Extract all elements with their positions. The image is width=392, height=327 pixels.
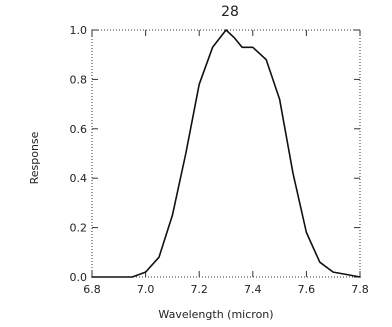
y-tick-label: 0.0 <box>70 271 88 284</box>
x-tick-label: 6.8 <box>83 283 101 296</box>
x-tick-label: 7.6 <box>298 283 316 296</box>
x-tick-label: 7.2 <box>190 283 208 296</box>
y-tick-label: 0.4 <box>70 172 88 185</box>
y-axis: 0.0 0.2 0.4 0.6 0.8 1.0 <box>70 24 360 284</box>
x-tick-label: 7.0 <box>137 283 155 296</box>
plot-frame <box>91 29 361 278</box>
chart-title: 28 <box>221 4 239 20</box>
y-axis-label: Response <box>28 131 41 184</box>
y-tick-label: 1.0 <box>70 24 88 37</box>
y-tick-label: 0.2 <box>70 222 88 235</box>
response-curve <box>91 29 361 278</box>
y-tick-label: 0.6 <box>70 123 88 136</box>
x-tick-label: 7.8 <box>351 283 369 296</box>
x-axis: 6.8 7.0 7.2 7.4 7.6 7.8 <box>83 30 369 296</box>
series-layer <box>91 29 361 278</box>
x-tick-label: 7.4 <box>244 283 262 296</box>
y-tick-label: 0.8 <box>70 73 88 86</box>
x-axis-label: Wavelength (micron) <box>158 308 273 321</box>
